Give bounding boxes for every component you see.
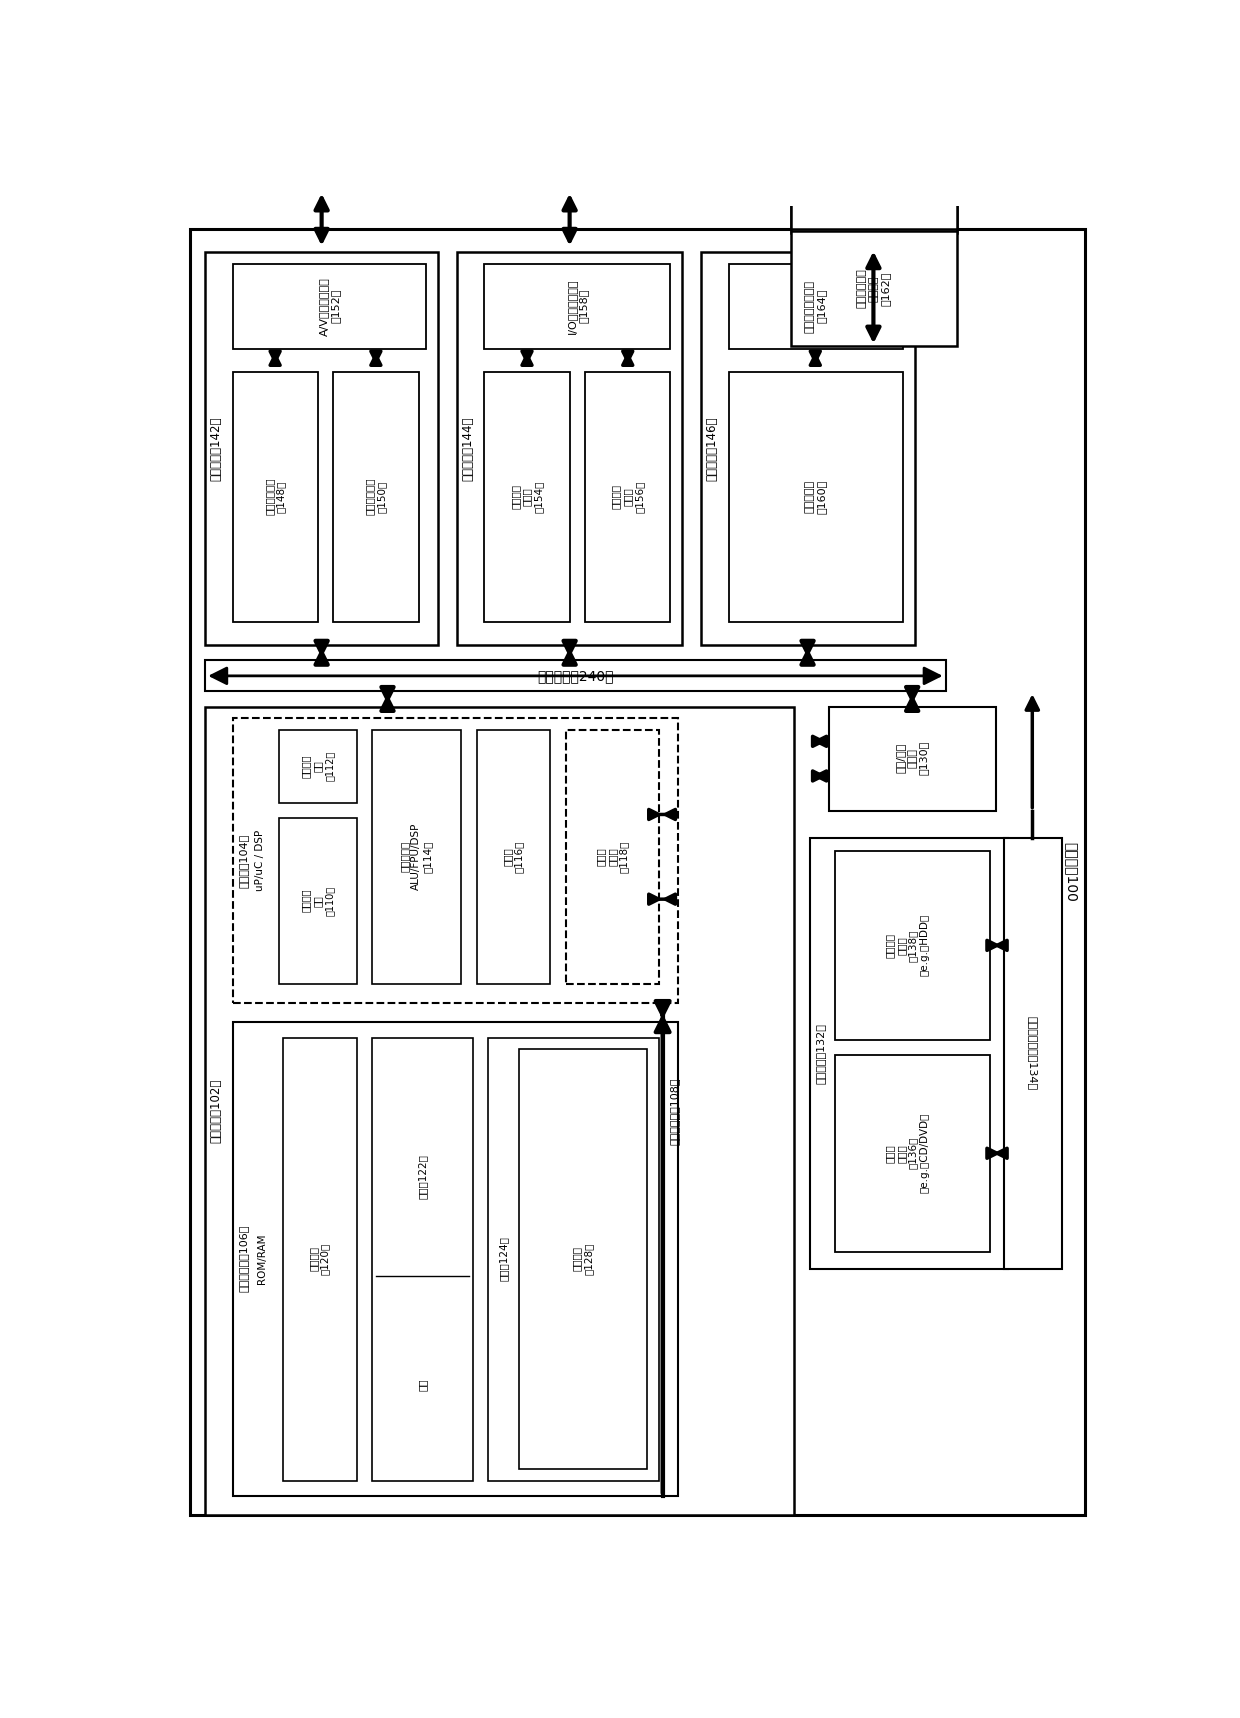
Bar [791,107,957,228]
Text: 其他计算设备
（多个）
（162）: 其他计算设备 （多个） （162） [857,268,890,309]
Text: A/V端口（多个）
（152）: A/V端口（多个） （152） [319,277,340,335]
Bar [836,1055,991,1252]
Text: 可移除
储存器
（136）: 可移除 储存器 （136） [884,1137,918,1170]
Text: 串行接口
控制器
（154）: 串行接口 控制器 （154） [511,481,543,512]
Text: 操作系统
（120）: 操作系统 （120） [309,1242,330,1275]
Bar [485,265,671,349]
Text: 寄存器
（116）: 寄存器 （116） [502,840,523,873]
Text: 通信设备（146）: 通信设备（146） [706,416,719,481]
Text: 指令: 指令 [418,1378,428,1390]
Bar [279,730,357,802]
Text: （e.g.，HDD）: （e.g.，HDD） [920,914,930,976]
Bar [565,730,658,984]
Bar [791,110,957,234]
Text: 不可移除
储存器
（138）: 不可移除 储存器 （138） [884,929,918,962]
Text: 存储器
控制器
（118）: 存储器 控制器 （118） [595,840,629,873]
Bar [372,730,461,984]
Text: 二级高速
缓存
（112）: 二级高速 缓存 （112） [301,751,335,782]
Bar [458,253,682,644]
Text: 音频处理单元
（150）: 音频处理单元 （150） [365,478,387,515]
Bar [489,1038,658,1481]
Bar [520,1050,647,1469]
Bar [485,371,569,622]
Bar [585,371,671,622]
Text: 储存接口总线（134）: 储存接口总线（134） [1027,1015,1038,1091]
Text: 图像处理单元
（148）: 图像处理单元 （148） [264,478,286,515]
Bar [836,852,991,1039]
Bar [206,706,795,1515]
Text: 计算设备100: 计算设备100 [1064,842,1078,902]
Bar [233,718,678,1003]
Bar [233,1022,678,1496]
Text: 通信端口（多个）
（164）: 通信端口（多个） （164） [805,280,826,333]
Text: 一级高速
缓存
（110）: 一级高速 缓存 （110） [301,886,335,916]
Text: uP/uC / DSP: uP/uC / DSP [254,830,264,892]
Bar [283,1038,357,1481]
Text: 总线/接口
控制器
（130）: 总线/接口 控制器 （130） [895,740,929,775]
Text: I/O端口（多个）
（158）: I/O端口（多个） （158） [567,278,588,333]
Text: 并行接口
控制器
（156）: 并行接口 控制器 （156） [611,481,645,512]
Text: 外围接口（144）: 外围接口（144） [461,416,475,481]
Text: 储存设备（132）: 储存设备（132） [816,1022,826,1084]
Text: 处理器核心
ALU/FPU/DSP
（114）: 处理器核心 ALU/FPU/DSP （114） [399,823,433,890]
Bar [233,371,317,622]
Text: 程序（122）: 程序（122） [418,1154,428,1199]
Text: 数据（124）: 数据（124） [498,1237,508,1282]
Bar [729,265,903,349]
Bar [233,265,427,349]
Bar [810,838,1007,1270]
Bar [830,706,996,811]
Bar [372,1038,472,1481]
Bar [729,371,903,622]
Bar [279,818,357,984]
Text: 接口总线（240）: 接口总线（240） [537,668,614,682]
Text: 网络控制器
（160）: 网络控制器 （160） [805,479,826,514]
Bar [476,730,551,984]
Text: （e.g.，CD/DVD）: （e.g.，CD/DVD） [920,1113,930,1194]
Text: 基本配置（102）: 基本配置（102） [210,1079,223,1142]
Text: ROM/RAM: ROM/RAM [257,1234,267,1283]
Bar [206,660,945,691]
Text: 系统存储器（106）: 系统存储器（106） [238,1225,248,1292]
Text: 处理器（104）: 处理器（104） [238,833,248,888]
Text: 输出设备（142）: 输出设备（142） [210,416,223,481]
Bar [334,371,419,622]
Text: 存储器总线（108）: 存储器总线（108） [670,1077,680,1144]
Bar [702,253,915,644]
Bar [1003,838,1061,1270]
Text: 程序数据
（128）: 程序数据 （128） [572,1242,594,1275]
Bar [791,230,957,347]
Bar [206,253,438,644]
